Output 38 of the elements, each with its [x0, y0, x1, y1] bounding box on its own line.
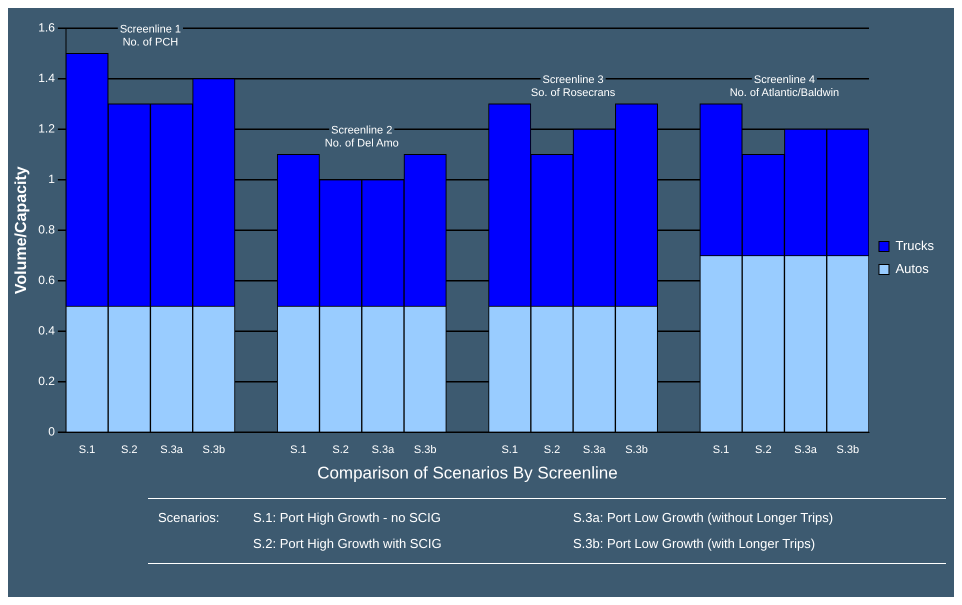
y-tick-label: 0.2 — [38, 374, 56, 388]
y-tick-label: 0.4 — [38, 324, 56, 338]
legend-label: Autos — [895, 261, 930, 276]
y-tick-label: 0 — [48, 424, 56, 439]
x-axis-title: Comparison of Scenarios By Screenline — [317, 463, 618, 482]
y-tick-label: 1.4 — [38, 70, 56, 85]
annotation: Screenline 1 No. of PCH — [120, 23, 181, 48]
x-tick-label: S.3b — [836, 444, 860, 456]
y-tick-label: 0.6 — [38, 273, 56, 288]
text: S.3b: Port Low Growth (with Longer Trips) — [573, 535, 816, 553]
x-tick-label: S.1 — [712, 444, 730, 456]
y-tick-label: 0.8 — [38, 222, 56, 237]
text: S.2: Port High Growth with SCIG — [253, 535, 443, 553]
y-tick-label: 1 — [48, 172, 56, 186]
legend-label: Trucks — [895, 238, 934, 254]
y-tick-label: 1.2 — [38, 121, 56, 136]
x-tick-label: S.3a — [372, 444, 396, 456]
annotation: Screenline 4 No. of Atlantic/Baldwin — [730, 74, 840, 99]
x-tick-label: S.1 — [78, 444, 96, 456]
x-tick-label: S.2 — [121, 444, 138, 456]
y-axis-title: Volume/Capacity — [13, 166, 30, 294]
x-tick-label: S.3a — [160, 444, 184, 456]
annotation: Screenline 2 No. of Del Amo — [324, 124, 399, 150]
y-tick-label: 1.6 — [38, 20, 56, 34]
text: S.1: Port High Growth - no SCIG — [253, 509, 442, 527]
x-tick-label: S.2 — [755, 444, 772, 456]
x-tick-label: S.2 — [332, 444, 349, 456]
x-tick-label: S.1 — [501, 444, 518, 456]
x-tick-label: S.3b — [625, 444, 648, 456]
x-tick-label: S.2 — [544, 444, 560, 456]
x-tick-label: S.3b — [414, 444, 436, 456]
x-tick-label: S.1 — [290, 444, 307, 456]
x-tick-label: S.3b — [202, 444, 226, 456]
text: Scenarios: — [158, 509, 220, 527]
x-tick-label: S.3a — [794, 444, 818, 456]
text: S.3a: Port Low Growth (without Longer Trips) — [573, 509, 834, 527]
x-tick-label: S.3a — [582, 444, 606, 456]
annotation: Screenline 3 So. of Rosecrans — [530, 74, 616, 99]
